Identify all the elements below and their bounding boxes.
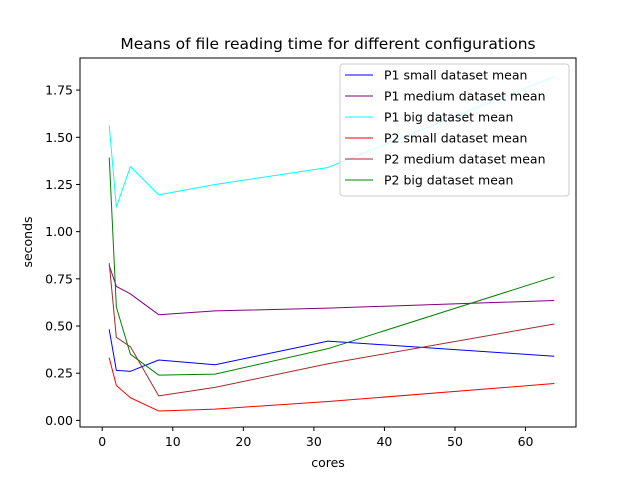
legend-box [339, 63, 570, 197]
x-tick-label: 60 [518, 434, 534, 449]
legend: P1 small dataset mean P1 medium dataset m… [339, 63, 570, 197]
series-line-5 [108, 263, 555, 397]
chart-title: Means of file reading time for different… [120, 35, 535, 53]
x-axis: 0 10 20 30 40 50 60 [98, 427, 534, 449]
y-tick-label: 0.00 [45, 413, 73, 428]
y-tick-label: 1.25 [45, 177, 73, 192]
y-axis-label: seconds [20, 216, 35, 267]
legend-label: P1 small dataset mean [384, 68, 527, 83]
series-line-4 [108, 357, 555, 412]
series-line-3 [108, 76, 555, 208]
legend-label: P1 big dataset mean [384, 110, 513, 125]
x-axis-label: cores [311, 455, 345, 470]
y-tick-label: 0.25 [45, 366, 73, 381]
x-tick-label: 0 [98, 434, 106, 449]
y-tick-label: 1.00 [45, 224, 73, 239]
series-line-6 [108, 157, 555, 376]
series-line-2 [108, 264, 555, 316]
x-tick-label: 20 [235, 434, 251, 449]
legend-label: P2 small dataset mean [384, 131, 527, 146]
y-axis: 0.00 0.25 0.50 0.75 1.00 1.25 1.50 1.75 [45, 83, 80, 428]
x-tick-label: 50 [447, 434, 463, 449]
series-line-1 [108, 329, 555, 372]
legend-label: P2 big dataset mean [384, 173, 513, 188]
x-tick-label: 10 [165, 434, 181, 449]
y-tick-label: 0.50 [45, 319, 73, 334]
legend-label: P2 medium dataset mean [384, 152, 546, 167]
y-tick-label: 1.50 [45, 130, 73, 145]
y-tick-label: 1.75 [45, 83, 73, 98]
legend-label: P1 medium dataset mean [384, 89, 546, 104]
series-lines [108, 76, 555, 412]
axes-frame [79, 57, 577, 428]
x-tick-label: 40 [376, 434, 392, 449]
y-tick-label: 0.75 [45, 271, 73, 286]
x-tick-label: 30 [306, 434, 322, 449]
